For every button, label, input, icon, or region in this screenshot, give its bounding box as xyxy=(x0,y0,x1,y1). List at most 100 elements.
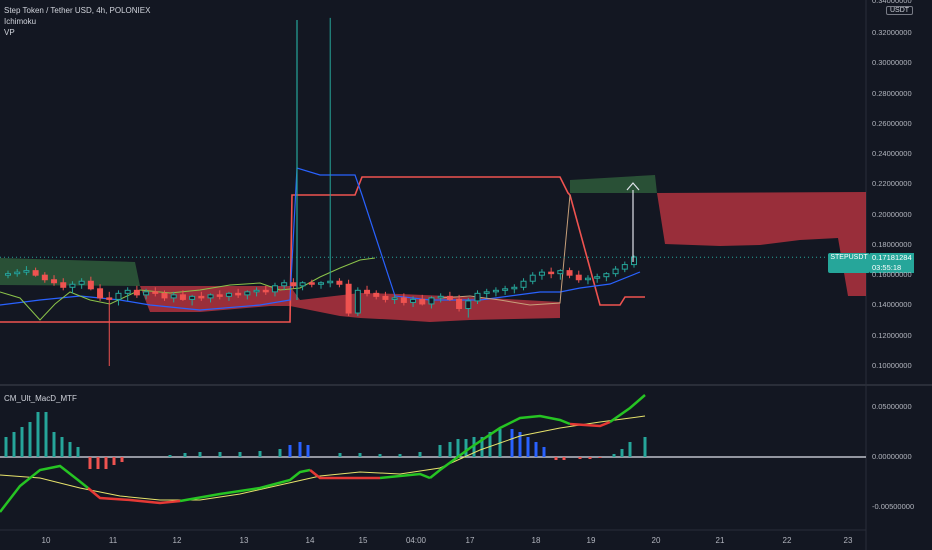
candle-body xyxy=(400,297,407,303)
macd-histogram-bar xyxy=(76,447,80,457)
candle-body xyxy=(198,295,205,299)
macd-histogram-bar xyxy=(448,442,452,457)
macd-tick-label: 0.00000000 xyxy=(872,452,912,461)
candle-body xyxy=(575,274,582,281)
chart-title[interactable]: Step Token / Tether USD, 4h, POLONIEX xyxy=(4,6,151,15)
candle-body xyxy=(391,297,398,300)
symbol-price-tag: STEPUSDT xyxy=(828,253,870,273)
candle-body xyxy=(318,282,324,285)
candle-body xyxy=(216,294,223,297)
candle-body xyxy=(474,292,481,302)
macd-line-down xyxy=(87,487,181,505)
macd-histogram-bar xyxy=(168,455,172,457)
candle-body xyxy=(529,274,536,282)
price-tag-symbol: STEPUSDT xyxy=(830,254,868,261)
ichimoku-legend[interactable]: Ichimoku xyxy=(4,17,37,26)
currency-badge[interactable]: USDT xyxy=(886,6,914,15)
candle-body xyxy=(410,298,417,303)
macd-histogram-bar xyxy=(12,432,16,457)
macd-histogram-bar xyxy=(198,452,202,457)
candle-body xyxy=(271,285,278,293)
candle-body xyxy=(336,280,343,285)
macd-histogram-bar xyxy=(288,445,292,457)
price-tick-label: 0.12000000 xyxy=(872,330,912,340)
macd-histogram-bar xyxy=(338,453,342,457)
candle-body xyxy=(161,292,168,299)
macd-line-down xyxy=(569,420,611,428)
macd-histogram-bar xyxy=(456,439,460,457)
time-tick-label: 18 xyxy=(531,536,541,545)
candle-body xyxy=(354,289,361,314)
macd-histogram-bar xyxy=(112,457,116,465)
candle-body xyxy=(299,282,306,287)
macd-histogram-bar xyxy=(612,454,616,457)
macd-histogram-bar xyxy=(52,432,56,457)
macd-histogram-bar xyxy=(104,457,108,469)
price-tick-label: 0.22000000 xyxy=(872,179,912,189)
candle-body xyxy=(345,283,352,314)
candle-body xyxy=(133,289,140,296)
candle-body xyxy=(364,289,371,294)
macd-histogram-bar xyxy=(36,412,40,457)
candle-body xyxy=(170,294,177,299)
macd-tick-label: -0.00500000 xyxy=(872,502,915,511)
candle-body xyxy=(483,291,490,294)
candle-body xyxy=(621,264,628,270)
cloud-green-right xyxy=(570,175,657,193)
macd-histogram-bar xyxy=(554,457,558,460)
last-price-value: 0.17181284 xyxy=(872,253,912,262)
time-tick-label: 04:00 xyxy=(405,536,427,545)
candle-body xyxy=(207,294,214,299)
candle-body xyxy=(327,280,334,284)
candle-body xyxy=(115,292,122,300)
price-tick-label: 0.14000000 xyxy=(872,300,912,310)
macd-line-up xyxy=(429,414,571,479)
candle-body xyxy=(87,280,94,290)
candle-body xyxy=(32,270,39,276)
candle-body xyxy=(437,295,444,299)
macd-histogram-bar xyxy=(298,442,302,457)
macd-histogram-bar xyxy=(542,447,546,457)
candle-body xyxy=(189,295,196,300)
macd-histogram-bar xyxy=(488,432,492,457)
candle-body xyxy=(97,288,104,299)
macd-tick-label: 0.05000000 xyxy=(872,402,912,411)
candle-body xyxy=(179,294,186,300)
last-price-label: 0.17181284 03:55:18 xyxy=(870,253,914,273)
cloud-red-future xyxy=(657,192,866,296)
candle-body xyxy=(41,274,48,281)
macd-histogram-bar xyxy=(620,449,624,457)
candle-body xyxy=(5,273,11,276)
macd-signal-line xyxy=(0,415,646,501)
candle-body xyxy=(290,282,297,287)
time-tick-label: 22 xyxy=(782,536,792,545)
time-tick-label: 11 xyxy=(108,536,118,545)
tenkan-line xyxy=(0,167,641,311)
candle-body xyxy=(225,292,232,297)
macd-histogram-bar xyxy=(418,452,422,457)
candle-body xyxy=(14,271,21,275)
macd-histogram-bar xyxy=(438,445,442,457)
price-tick-label: 0.28000000 xyxy=(872,88,912,98)
candle-body xyxy=(428,297,435,305)
macd-histogram-bar xyxy=(578,457,582,459)
macd-histogram-bar xyxy=(472,437,476,457)
time-tick-label: 15 xyxy=(358,536,368,545)
macd-histogram-bar xyxy=(68,442,72,457)
kijun-line xyxy=(0,176,645,323)
macd-histogram-bar xyxy=(526,437,530,457)
time-tick-label: 17 xyxy=(465,536,475,545)
price-tick-label: 0.32000000 xyxy=(872,28,912,37)
candle-body xyxy=(511,286,518,290)
macd-histogram-bar xyxy=(562,457,566,460)
macd-histogram-bar xyxy=(60,437,64,457)
price-tick-label: 0.24000000 xyxy=(872,149,912,159)
macd-histogram-bar xyxy=(238,452,242,457)
price-tick-label: 0.18000000 xyxy=(872,239,912,249)
candle-body xyxy=(78,280,85,285)
vp-legend[interactable]: VP xyxy=(4,28,15,37)
candle-body xyxy=(235,292,242,296)
macd-legend[interactable]: CM_Ult_MacD_MTF xyxy=(4,394,77,403)
macd-histogram-bar xyxy=(218,452,222,457)
